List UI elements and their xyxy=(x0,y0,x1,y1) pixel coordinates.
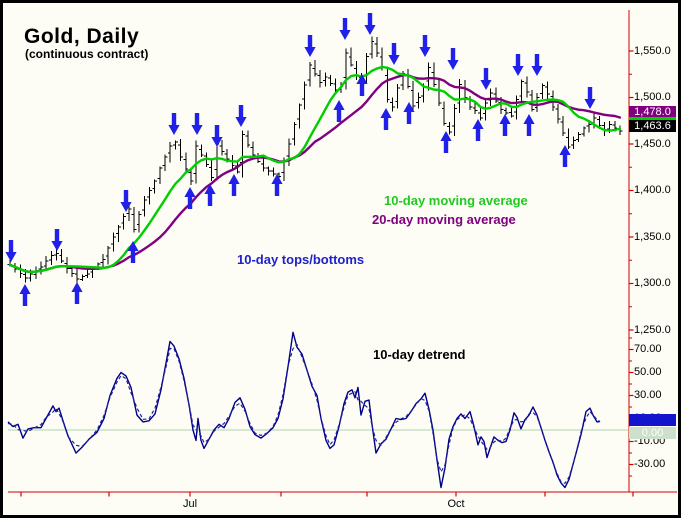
bottom-arrow-icon xyxy=(440,131,452,153)
chart-subtitle: (continuous contract) xyxy=(25,47,149,61)
price-axis-label: 1,450.0 xyxy=(634,137,671,150)
top-arrow-icon xyxy=(447,48,459,70)
chart-title: Gold, Daily xyxy=(24,25,140,48)
bottom-arrow-icon xyxy=(559,145,571,167)
bottom-arrow-icon xyxy=(71,282,83,304)
legend-tops-bottoms: 10-day tops/bottoms xyxy=(237,252,365,267)
top-arrow-icon xyxy=(51,229,63,251)
price-axis-label: 1,250.0 xyxy=(634,323,671,336)
bottom-arrow-icon xyxy=(184,187,196,209)
bottom-arrow-icon xyxy=(403,102,415,124)
detrend-zero-label: 0.00 xyxy=(629,427,676,439)
price-axis-label: 1,300.0 xyxy=(634,277,671,289)
top-arrow-icon xyxy=(5,240,17,262)
bottom-arrow-icon xyxy=(472,119,484,141)
ma10-line xyxy=(8,65,622,274)
detrend-value-label xyxy=(629,414,676,426)
bottom-arrow-icon xyxy=(271,174,283,196)
legend-ma10: 10-day moving average xyxy=(384,193,528,208)
detrend-axis-label: 70.00 xyxy=(634,343,662,355)
top-arrow-icon xyxy=(512,54,524,76)
top-arrow-icon xyxy=(168,113,180,135)
month-label-oct: Oct xyxy=(447,498,465,510)
last-price-label: 1,463.6 xyxy=(629,119,676,132)
top-arrow-icon xyxy=(211,125,223,147)
top-arrow-icon xyxy=(419,35,431,57)
top-arrow-icon xyxy=(235,105,247,127)
bottom-arrow-icon xyxy=(19,284,31,306)
ohlc-bars xyxy=(7,36,623,284)
detrend-axis-label: -30.00 xyxy=(634,458,666,470)
bottom-arrow-icon xyxy=(380,108,392,130)
bottom-arrow-icon xyxy=(204,184,216,206)
price-axis-label: 1,400.0 xyxy=(634,184,671,196)
detrend-axis-label: 30.00 xyxy=(634,389,662,401)
ma20-line xyxy=(8,73,622,274)
top-arrow-icon xyxy=(364,13,376,35)
detrend-line-solid xyxy=(7,331,601,489)
ma20-price-label: 1,478.0 xyxy=(629,106,676,118)
detrend-axis-label: 50.00 xyxy=(634,366,662,378)
bottom-arrow-icon xyxy=(333,100,345,122)
top-arrow-icon xyxy=(304,35,316,57)
bottom-arrow-icon xyxy=(356,74,368,96)
month-label-jul: Jul xyxy=(182,498,198,510)
top-arrow-icon xyxy=(191,113,203,135)
top-arrow-icon xyxy=(120,190,132,212)
top-arrow-icon xyxy=(480,68,492,90)
top-arrow-icon xyxy=(531,54,543,76)
price-axis-label: 1,350.0 xyxy=(634,230,671,243)
detrend-pane-label: 10-day detrend xyxy=(373,347,466,362)
bottom-arrow-icon xyxy=(523,114,535,136)
price-axis-label: 1,550.0 xyxy=(634,44,671,57)
detrend-line-dashed xyxy=(7,343,601,484)
chart-canvas xyxy=(5,10,677,497)
legend-ma20: 20-day moving average xyxy=(372,212,516,227)
bottom-arrow-icon xyxy=(127,241,139,263)
bottom-arrow-icon xyxy=(499,114,511,136)
top-arrow-icon xyxy=(388,43,400,65)
top-arrow-icon xyxy=(584,87,596,109)
price-axis-label: 1,500.0 xyxy=(634,91,671,103)
top-arrow-icon xyxy=(339,18,351,40)
bottom-arrow-icon xyxy=(228,174,240,196)
